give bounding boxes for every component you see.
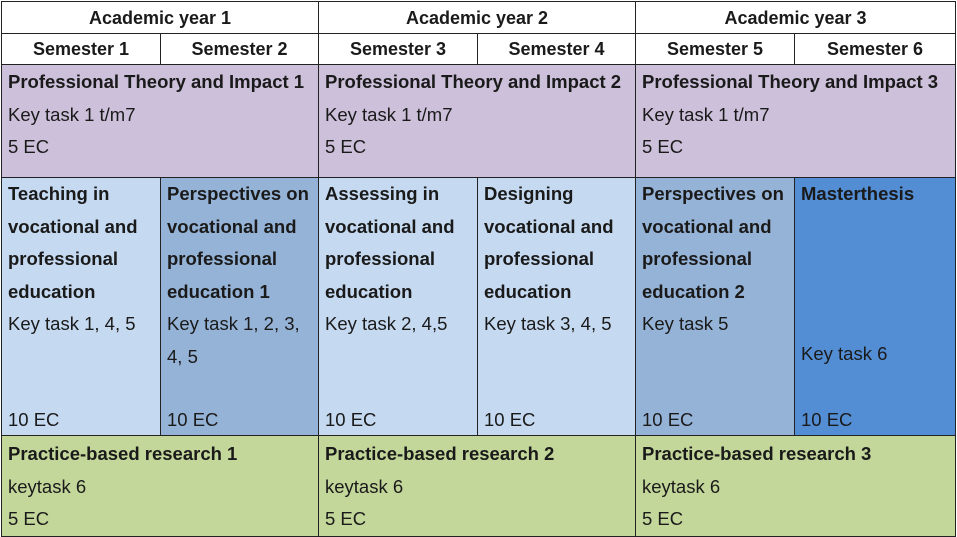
course-perspectives-1-ec: 10 EC [167,409,219,430]
course-perspectives-2-cell: Perspectives on vocational and professio… [635,177,795,436]
course-perspectives-1-task: Key task 1, 2, 3, 4, 5 [167,313,300,367]
practice-research-1-cell: Practice-based research 1 keytask 6 5 EC [1,435,319,537]
professional-theory-3-title: Professional Theory and Impact 3 [642,71,939,92]
course-perspectives-1-title: Perspectives on vocational and professio… [167,183,309,302]
course-perspectives-2-task: Key task 5 [642,313,729,334]
professional-theory-2-title: Professional Theory and Impact 2 [325,71,622,92]
course-teaching-task: Key task 1, 4, 5 [8,313,136,334]
professional-theory-3-ec: 5 EC [642,136,684,157]
course-designing-task: Key task 3, 4, 5 [484,313,612,334]
practice-research-2-cell: Practice-based research 2 keytask 6 5 EC [318,435,636,537]
course-masterthesis-cell: Masterthesis Key task 6 10 EC [794,177,956,436]
semester-3-header: Semester 3 [318,33,478,65]
academic-year-1-header: Academic year 1 [1,1,319,34]
professional-theory-2-cell: Professional Theory and Impact 2 Key tas… [318,64,636,178]
course-masterthesis-title: Masterthesis [801,183,915,204]
course-assessing-cell: Assessing in vocational and professional… [318,177,478,436]
professional-theory-3-task: Key task 1 t/m7 [642,103,770,125]
course-teaching-cell: Teaching in vocational and professional … [1,177,161,436]
semester-2-header: Semester 2 [160,33,319,65]
practice-research-3-title: Practice-based research 3 [642,443,872,464]
course-masterthesis-ec: 10 EC [801,409,853,430]
practice-research-1-task: keytask 6 [8,475,87,497]
course-designing-ec: 10 EC [484,409,536,430]
course-teaching-title: Teaching in vocational and professional … [8,183,138,302]
professional-theory-1-ec: 5 EC [8,136,50,157]
professional-theory-1-cell: Professional Theory and Impact 1 Key tas… [1,64,319,178]
academic-year-3-header: Academic year 3 [635,1,956,34]
semester-1-header: Semester 1 [1,33,161,65]
semester-5-header: Semester 5 [635,33,795,65]
practice-research-1-title: Practice-based research 1 [8,443,238,464]
practice-research-3-ec: 5 EC [642,508,684,529]
semester-row: Semester 1 Semester 2 Semester 3 Semeste… [1,33,956,65]
practice-research-1-ec: 5 EC [8,508,50,529]
course-teaching-ec: 10 EC [8,409,60,430]
professional-theory-2-ec: 5 EC [325,136,367,157]
course-assessing-task: Key task 2, 4,5 [325,313,448,334]
practice-research-2-title: Practice-based research 2 [325,443,555,464]
course-perspectives-1-cell: Perspectives on vocational and professio… [160,177,319,436]
course-assessing-title: Assessing in vocational and professional… [325,183,455,302]
professional-theory-3-cell: Professional Theory and Impact 3 Key tas… [635,64,956,178]
course-designing-cell: Designing vocational and professional ed… [477,177,636,436]
academic-year-row: Academic year 1 Academic year 2 Academic… [1,1,956,34]
professional-theory-1-task: Key task 1 t/m7 [8,103,136,125]
course-masterthesis-task: Key task 6 [801,343,888,364]
practice-research-row: Practice-based research 1 keytask 6 5 EC… [1,435,956,537]
course-perspectives-2-title: Perspectives on vocational and professio… [642,183,784,302]
professional-theory-2-task: Key task 1 t/m7 [325,103,453,125]
course-perspectives-2-ec: 10 EC [642,409,694,430]
practice-research-3-task: keytask 6 [642,475,721,497]
professional-theory-row: Professional Theory and Impact 1 Key tas… [1,64,956,178]
course-designing-title: Designing vocational and professional ed… [484,183,614,302]
practice-research-2-task: keytask 6 [325,475,404,497]
course-row: Teaching in vocational and professional … [1,177,956,436]
professional-theory-1-title: Professional Theory and Impact 1 [8,71,305,92]
practice-research-2-ec: 5 EC [325,508,367,529]
practice-research-3-cell: Practice-based research 3 keytask 6 5 EC [635,435,956,537]
course-assessing-ec: 10 EC [325,409,377,430]
semester-6-header: Semester 6 [794,33,956,65]
semester-4-header: Semester 4 [477,33,636,65]
academic-year-2-header: Academic year 2 [318,1,636,34]
